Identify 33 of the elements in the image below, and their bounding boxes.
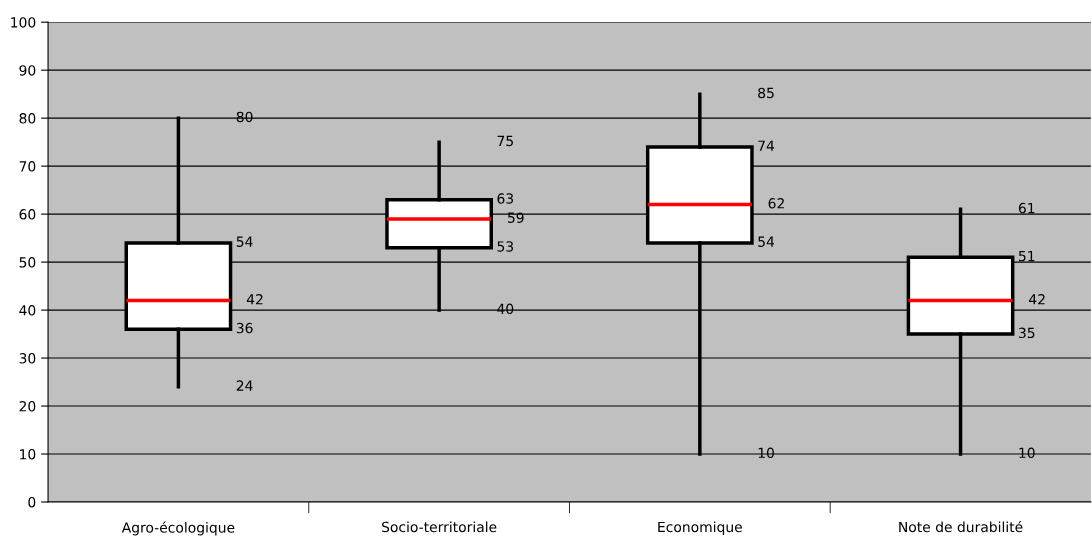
y-tick-label: 50 [19, 257, 36, 268]
x-tick-label: Economique [658, 521, 742, 535]
annotation: 85 [758, 87, 774, 99]
annotation: 54 [236, 236, 253, 247]
y-tick-label: 90 [19, 65, 36, 76]
annotation: 35 [1018, 327, 1035, 339]
annotation: 51 [1018, 251, 1035, 262]
annotation: 61 [1018, 202, 1035, 214]
x-tick-label: Note de durabilité [899, 520, 1023, 533]
y-tick-label: 60 [19, 209, 36, 220]
annotation: 42 [1029, 294, 1045, 305]
annotation: 74 [758, 140, 775, 151]
y-tick-label: 0 [28, 496, 36, 508]
annotation: 10 [758, 447, 774, 459]
y-tick-label: 20 [19, 401, 36, 412]
annotation: 59 [507, 212, 524, 223]
annotation: 75 [497, 135, 513, 147]
y-tick-label: 30 [19, 353, 36, 364]
x-tick-label: Agro-écologique [121, 521, 235, 536]
x-tick-label: Socio-territoriale [382, 521, 497, 533]
annotation: 42 [246, 294, 263, 305]
y-tick-label: 10 [20, 448, 36, 460]
annotation: 36 [236, 322, 253, 334]
y-tick-label: 70 [19, 161, 36, 172]
y-tick-label: 80 [19, 113, 36, 124]
y-tick-label: 40 [19, 305, 36, 316]
annotation: 62 [768, 198, 784, 209]
annotation: 63 [497, 193, 514, 204]
y-tick-label: 100 [11, 17, 36, 28]
annotation: 53 [497, 241, 514, 252]
annotation: 24 [236, 380, 253, 391]
annotation: 10 [1019, 447, 1035, 459]
annotation: 54 [758, 236, 775, 247]
